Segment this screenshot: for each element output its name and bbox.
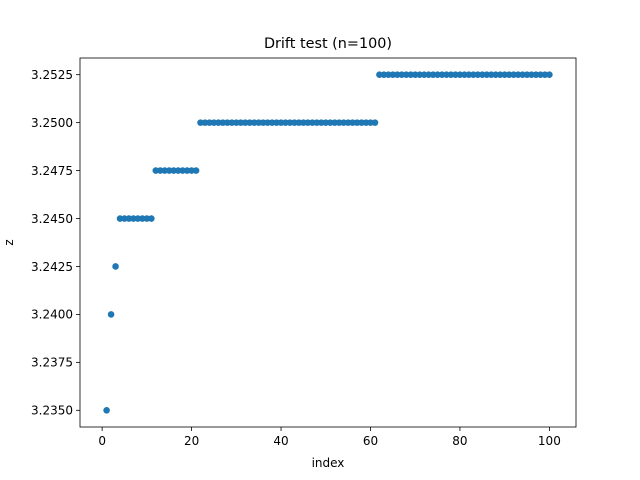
x-tick-label: 100 [538, 434, 561, 448]
y-tick-label: 3.2400 [31, 308, 73, 322]
plot-frame [79, 57, 577, 428]
y-axis-label: z [2, 239, 16, 245]
y-tick-label: 3.2425 [31, 260, 73, 274]
y-tick-label: 3.2500 [31, 116, 73, 130]
x-axis-ticks: 0 20 40 60 80 100 [98, 427, 561, 448]
chart-title: Drift test (n=100) [264, 36, 392, 52]
x-tick-label: 20 [184, 434, 199, 448]
x-tick-label: 80 [452, 434, 467, 448]
data-point-2 [107, 311, 115, 318]
data-point-21 [192, 167, 200, 174]
x-tick-label: 40 [273, 434, 288, 448]
x-tick-label: 0 [98, 434, 106, 448]
y-tick-label: 3.2375 [31, 356, 73, 370]
data-point-11 [148, 215, 155, 222]
y-tick-label: 3.2475 [31, 164, 73, 178]
y-tick-label: 3.2525 [31, 68, 73, 82]
data-point-100 [546, 71, 553, 78]
data-point-1 [103, 407, 110, 414]
data-point-3 [112, 263, 119, 270]
y-tick-label: 3.2350 [31, 404, 73, 418]
data-point-61 [371, 119, 379, 126]
points-layer [103, 71, 553, 414]
y-tick-label: 3.2450 [31, 212, 73, 226]
y-axis-ticks: 3.2350 3.2375 3.2400 3.2425 3.2450 3.2475 3.25… [31, 68, 80, 418]
x-axis-label: index [312, 456, 345, 470]
x-tick-label: 60 [363, 434, 378, 448]
